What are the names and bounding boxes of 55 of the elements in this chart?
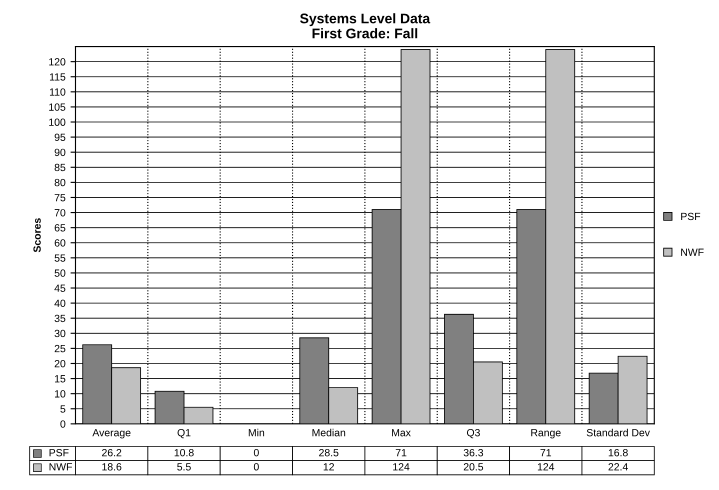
- data-label: 0: [254, 448, 259, 456]
- y-tick-label: 35: [54, 314, 66, 322]
- data-label: 0: [254, 463, 259, 471]
- y-tick-label: 40: [54, 300, 66, 307]
- data-label: 124: [393, 463, 410, 470]
- y-tick-label: 20: [54, 360, 66, 368]
- data-label: 12: [324, 463, 334, 470]
- y-tick-label: 75: [54, 194, 66, 202]
- data-label: 16.8: [608, 448, 628, 456]
- y-tick-label: 105: [49, 103, 66, 111]
- data-label: 18.6: [102, 463, 122, 471]
- y-tick-label: 65: [54, 224, 66, 232]
- x-tick-label: Min: [248, 428, 264, 436]
- x-tick-label: Q1: [178, 428, 190, 438]
- x-tick-label: Median: [312, 428, 346, 436]
- y-tick-label: 0: [60, 420, 66, 428]
- y-tick-label: 30: [54, 330, 66, 338]
- y-tick-label: 10: [54, 390, 66, 398]
- y-tick-label: 15: [54, 375, 66, 382]
- y-tick-label: 110: [50, 88, 66, 96]
- data-label: 124: [538, 463, 554, 470]
- legend-label: NWF: [681, 248, 704, 256]
- y-tick-label: 80: [54, 178, 66, 186]
- x-tick-label: Average: [92, 429, 131, 438]
- data-label: 5.5: [177, 463, 191, 471]
- data-label: 22.4: [608, 463, 628, 470]
- y-tick-label: 70: [54, 209, 66, 216]
- data-label: 36.3: [464, 448, 484, 456]
- y-tick-label: 45: [54, 284, 66, 292]
- x-tick-label: Max: [392, 429, 411, 436]
- y-tick-label: 55: [54, 254, 66, 262]
- data-label: 71: [540, 449, 552, 456]
- text: NWF: [50, 463, 72, 470]
- y-tick-label: 100: [49, 118, 66, 126]
- y-tick-label: 85: [54, 164, 66, 172]
- data-label: 28.5: [319, 448, 338, 456]
- x-tick-label: Q3: [466, 428, 480, 438]
- data-label: 26.2: [102, 448, 122, 456]
- text: PSF: [681, 212, 700, 220]
- data-label: 71: [396, 449, 406, 456]
- data-label: 10.8: [174, 448, 194, 456]
- x-tick-label: Standard Dev: [586, 428, 650, 436]
- legend-label: PSF: [50, 448, 69, 456]
- y-tick-label: 25: [54, 344, 66, 352]
- y-tick-label: 90: [54, 148, 66, 156]
- y-tick-label: 95: [54, 134, 66, 141]
- y-tick-label: 115: [50, 73, 66, 81]
- y-tick-label: 120: [49, 58, 66, 66]
- y-tick-label: 60: [54, 239, 66, 247]
- y-axis-title: Scores: [33, 218, 41, 252]
- chart-title: Systems Level Data First Grade: Fall: [300, 13, 430, 38]
- y-tick-label: 5: [60, 405, 66, 413]
- data-label: 20.5: [464, 463, 484, 471]
- x-tick-label: Range: [531, 429, 561, 438]
- y-tick-label: 50: [54, 269, 66, 277]
